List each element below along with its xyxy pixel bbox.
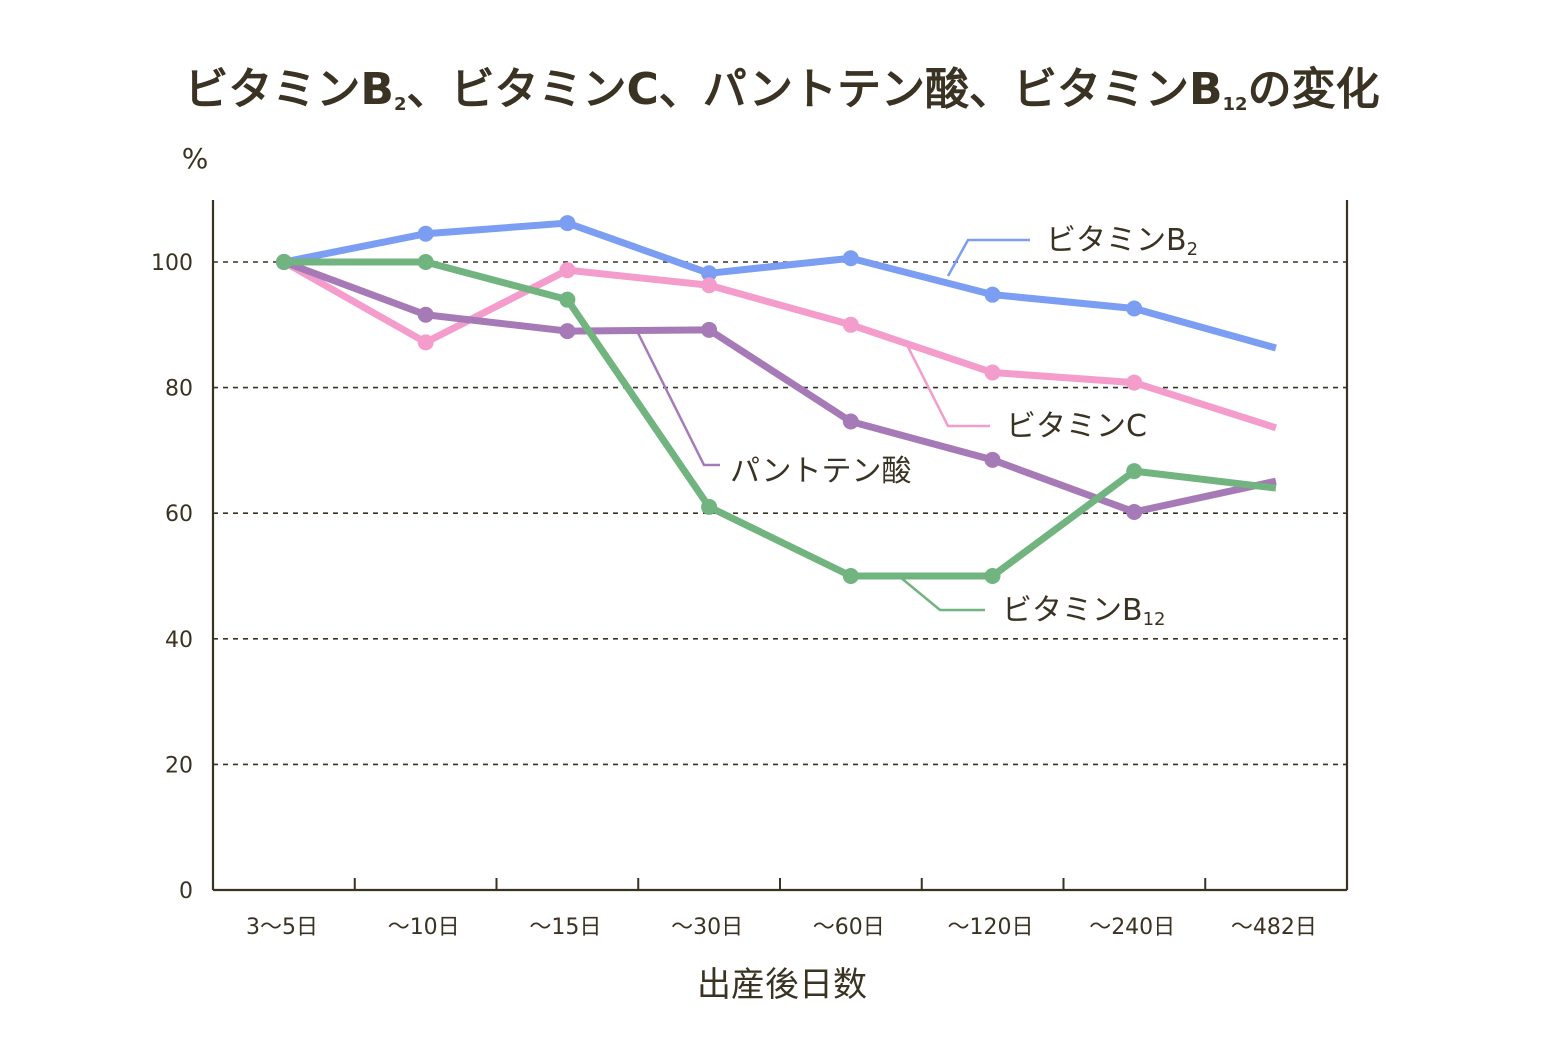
data-point <box>842 250 859 267</box>
series-line <box>284 258 1277 580</box>
y-tick-label: 80 <box>165 377 193 402</box>
data-point <box>984 451 1001 468</box>
leader-line <box>946 238 1030 277</box>
y-tick-label: 20 <box>165 753 193 778</box>
series-line <box>282 258 1277 516</box>
data-point <box>1126 503 1143 520</box>
y-tick-label: 100 <box>151 251 193 276</box>
data-point <box>559 262 576 279</box>
data-point <box>701 277 718 294</box>
x-tick-label: 〜10日 <box>388 915 460 940</box>
series-label: パントテン酸 <box>730 454 912 489</box>
series-line <box>282 258 1277 432</box>
data-point <box>842 316 859 333</box>
data-point <box>559 215 576 232</box>
y-tick-labels: 0 20 40 60 80 100 <box>151 251 193 904</box>
data-point <box>1126 463 1143 480</box>
series-label: ビタミンB12 <box>1002 593 1166 630</box>
series-lines <box>282 219 1277 580</box>
data-point <box>701 498 718 515</box>
leader-line <box>899 576 985 612</box>
x-tick-label: 〜30日 <box>671 915 743 940</box>
data-point <box>1126 300 1143 317</box>
gridlines <box>213 261 1347 766</box>
series-label: ビタミンB2 <box>1046 223 1198 260</box>
data-point <box>701 321 718 338</box>
leader-line <box>636 332 720 467</box>
data-point <box>559 323 576 340</box>
data-point <box>984 568 1001 584</box>
data-point <box>842 568 859 584</box>
series-leader-lines <box>636 238 1030 612</box>
data-point <box>417 306 434 323</box>
y-axis-unit: % <box>182 142 209 175</box>
data-point <box>984 364 1001 381</box>
y-tick-label: 60 <box>165 502 193 527</box>
leader-line <box>904 342 990 428</box>
x-tick-label: 3〜5日 <box>246 915 318 940</box>
data-point <box>417 334 434 351</box>
x-tick-label: 〜240日 <box>1089 915 1175 940</box>
data-point <box>559 291 576 308</box>
y-tick-label: 0 <box>179 879 193 904</box>
y-tick-label: 40 <box>165 628 193 653</box>
data-point <box>276 254 292 270</box>
series-label: ビタミンC <box>1006 409 1147 444</box>
x-axis-label: 出産後日数 <box>697 965 867 1005</box>
data-point <box>417 254 434 270</box>
data-point <box>984 286 1001 303</box>
series-line <box>283 219 1277 352</box>
axes <box>211 200 1349 892</box>
data-point <box>1126 374 1143 391</box>
data-point <box>701 265 718 282</box>
x-tick-label: 〜482日 <box>1231 915 1317 940</box>
x-tick-label: 〜15日 <box>529 915 601 940</box>
x-tick-label: 〜60日 <box>813 915 885 940</box>
x-tick-labels: 3〜5日 〜10日 〜15日 〜30日 〜60日 〜120日 〜240日 〜482日 <box>246 915 1317 940</box>
x-tick-label: 〜120日 <box>948 915 1034 940</box>
series-points <box>276 215 1143 584</box>
chart-title: ビタミンB2、ビタミンC、パントテン酸、ビタミンB12の変化 <box>184 64 1379 115</box>
data-point <box>417 225 434 242</box>
data-point <box>842 413 859 430</box>
